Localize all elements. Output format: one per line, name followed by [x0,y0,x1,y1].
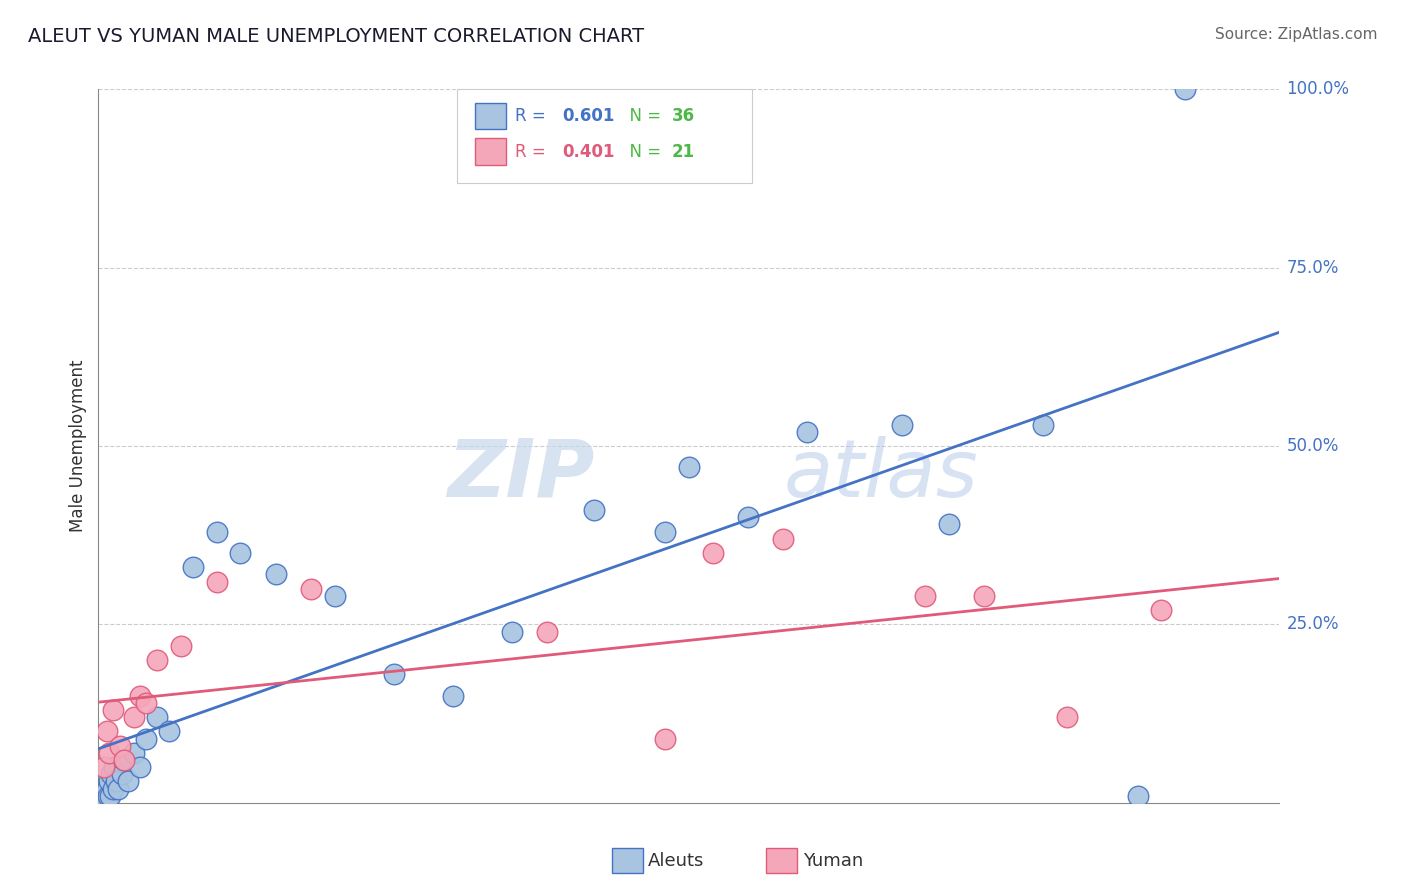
Point [441,689,464,703]
Point [583,503,606,517]
Point [128,760,150,774]
Point [264,567,287,582]
Point [135,731,157,746]
Point [1174,82,1197,96]
Point [128,689,150,703]
Point [678,460,700,475]
Point [737,510,759,524]
Text: 25.0%: 25.0% [1286,615,1339,633]
Text: atlas: atlas [783,435,979,514]
Point [702,546,724,560]
Text: ZIP: ZIP [447,435,595,514]
Point [501,624,523,639]
Point [170,639,193,653]
Text: 0.601: 0.601 [562,107,614,125]
Point [205,574,228,589]
Point [97,789,120,803]
Point [96,781,118,796]
Point [146,710,169,724]
Text: 100.0%: 100.0% [1286,80,1350,98]
Point [135,696,157,710]
Point [654,524,676,539]
Point [1032,417,1054,432]
Point [205,524,228,539]
Point [100,767,122,781]
Text: 50.0%: 50.0% [1286,437,1339,455]
Point [117,774,139,789]
Point [796,425,818,439]
Text: R =: R = [515,107,551,125]
Point [96,724,118,739]
Text: 0.401: 0.401 [562,143,614,161]
Text: N =: N = [619,143,666,161]
Point [98,774,121,789]
Text: Source: ZipAtlas.com: Source: ZipAtlas.com [1215,27,1378,42]
Text: 21: 21 [672,143,695,161]
Point [536,624,558,639]
Point [181,560,204,574]
Point [111,767,134,781]
Point [938,517,960,532]
Point [101,703,124,717]
Point [122,710,145,724]
Point [1150,603,1173,617]
Point [122,746,145,760]
Text: Yuman: Yuman [803,852,863,870]
Point [299,582,322,596]
Point [973,589,995,603]
Point [93,789,115,803]
Point [1126,789,1149,803]
Point [112,753,135,767]
Point [105,774,128,789]
Point [103,760,125,774]
Text: R =: R = [515,143,551,161]
Point [654,731,676,746]
Point [323,589,346,603]
Point [229,546,252,560]
Point [382,667,405,681]
Point [101,781,124,796]
Text: ALEUT VS YUMAN MALE UNEMPLOYMENT CORRELATION CHART: ALEUT VS YUMAN MALE UNEMPLOYMENT CORRELA… [28,27,644,45]
Text: N =: N = [619,107,666,125]
Point [1056,710,1078,724]
Point [107,781,129,796]
Text: Aleuts: Aleuts [648,852,704,870]
Point [112,753,135,767]
Point [146,653,169,667]
Point [890,417,912,432]
Point [772,532,794,546]
Point [93,760,115,774]
Point [98,746,121,760]
Text: 36: 36 [672,107,695,125]
Point [108,739,131,753]
Point [157,724,180,739]
Y-axis label: Male Unemployment: Male Unemployment [69,359,87,533]
Point [914,589,936,603]
Text: 75.0%: 75.0% [1286,259,1339,277]
Point [98,789,121,803]
